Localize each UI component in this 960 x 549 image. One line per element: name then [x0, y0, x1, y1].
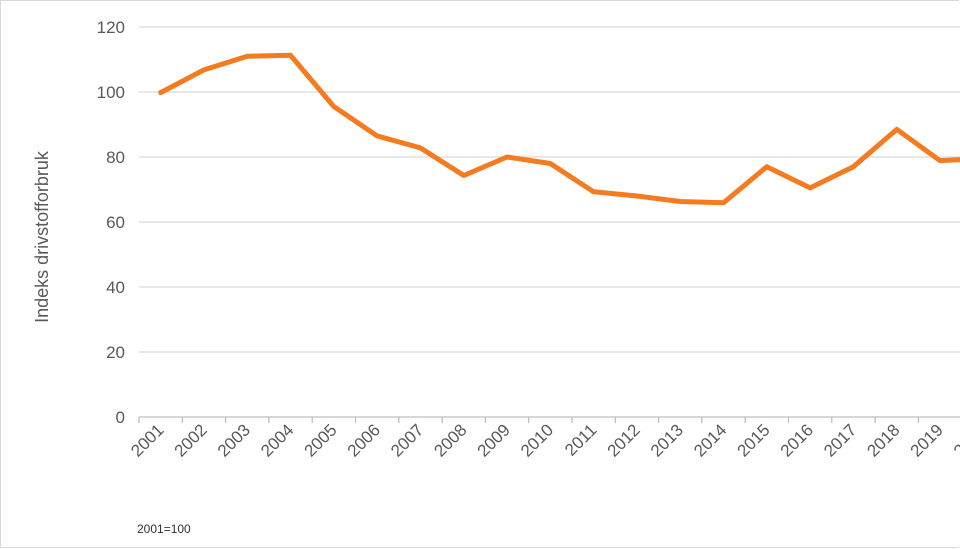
x-tick-label: 2012 [604, 420, 644, 460]
x-tick-label: 2001 [127, 420, 167, 460]
x-tick-label: 2018 [863, 420, 903, 460]
x-tick-label: 2004 [257, 420, 297, 460]
x-tick-label: 2011 [561, 420, 600, 459]
x-tick-label: 2014 [690, 420, 730, 460]
x-tick-label: 2016 [777, 420, 817, 460]
x-tick-label: 2013 [647, 420, 687, 460]
x-tick-label: 2005 [300, 420, 340, 460]
x-tick-label: 2009 [474, 420, 514, 460]
x-tick-label: 2015 [733, 420, 773, 460]
x-tick-label: 2017 [820, 420, 860, 460]
series-line [158, 52, 960, 206]
y-tick-label: 20 [106, 343, 125, 362]
x-tick-label: 2008 [430, 420, 470, 460]
y-tick-label: 0 [116, 408, 125, 427]
x-tick-label: 2002 [171, 420, 211, 460]
axis-layer [138, 416, 960, 423]
x-tick-labels: 2001 2002 2003 2004 2005 2006 2007 2008 2009 2010… [127, 420, 960, 460]
y-tick-label: 80 [106, 148, 125, 167]
y-tick-label: 100 [97, 83, 125, 102]
x-tick-label: 2007 [387, 420, 427, 460]
y-axis-label: Indeks drivstofforbruk [32, 150, 52, 323]
y-tick-label: 40 [106, 278, 125, 297]
y-tick-labels: 0 20 40 60 80 100 120 [97, 18, 125, 427]
x-tick-label: 2003 [214, 420, 254, 460]
x-tick-label: 2010 [517, 420, 557, 460]
grid-layer [139, 26, 960, 353]
y-tick-label: 60 [106, 213, 125, 232]
series-layer [158, 52, 960, 206]
x-tick-label: 2020 [950, 420, 960, 460]
y-tick-label: 120 [97, 18, 125, 37]
base-year-note: 2001=100 [137, 522, 191, 536]
x-tick-label: 2006 [344, 420, 384, 460]
x-tick-label: 2019 [907, 420, 947, 460]
